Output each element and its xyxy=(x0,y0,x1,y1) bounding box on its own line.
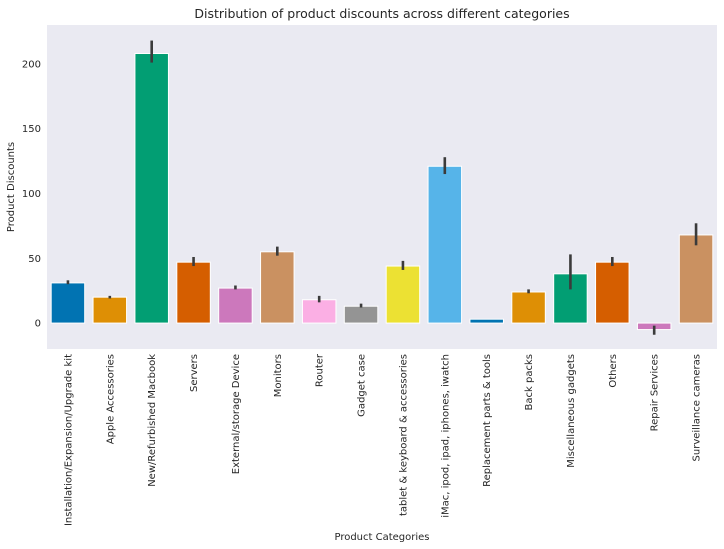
x-tick-label: iMac, ipod, ipad, iphones, iwatch xyxy=(440,354,451,518)
x-tick-label: tablet & keyboard & accessories xyxy=(398,354,409,516)
x-tick-label: Router xyxy=(315,353,326,387)
y-tick-label: 200 xyxy=(22,59,41,70)
bar xyxy=(427,165,463,324)
y-tick-label: 100 xyxy=(22,189,41,200)
y-axis-ticks: 0 50 100 150 200 xyxy=(22,59,41,329)
x-tick-label: Installation/Expansion/Upgrade kit xyxy=(63,354,74,526)
bar xyxy=(595,261,630,324)
bar xyxy=(260,251,295,324)
x-tick-label: Servers xyxy=(189,354,200,392)
y-tick-label: 150 xyxy=(22,124,41,135)
bar xyxy=(301,299,337,324)
bar xyxy=(50,282,86,324)
bar xyxy=(385,265,421,324)
x-tick-label: New/Refurbished Macbook xyxy=(147,354,158,487)
y-tick-label: 50 xyxy=(28,254,41,265)
x-tick-label: Others xyxy=(608,354,619,388)
y-tick-label: 0 xyxy=(35,319,41,330)
x-tick-label: Surveillance cameras xyxy=(692,354,703,461)
chart-title: Distribution of product discounts across… xyxy=(194,6,569,21)
bar xyxy=(469,318,504,324)
bar xyxy=(134,53,169,324)
x-tick-label: External/storage Device xyxy=(231,354,242,474)
x-axis-label: Product Categories xyxy=(334,532,429,543)
bar xyxy=(678,234,714,324)
x-tick-label: Monitors xyxy=(273,354,284,397)
bar xyxy=(92,296,128,324)
bar xyxy=(218,287,253,324)
bars xyxy=(50,53,714,331)
x-tick-label: Gadget case xyxy=(357,354,368,417)
bar xyxy=(343,305,379,324)
x-tick-label: Apple Accessories xyxy=(105,354,116,444)
y-axis-label: Product Discounts xyxy=(6,142,17,232)
x-tick-label: Back packs xyxy=(524,354,535,410)
x-tick-label: Miscellaneous gadgets xyxy=(566,354,577,468)
bar xyxy=(511,291,546,324)
x-tick-label: Repair Services xyxy=(650,354,661,431)
x-axis-ticks: Installation/Expansion/Upgrade kit Apple … xyxy=(63,353,702,526)
x-tick-label: Replacement parts & tools xyxy=(482,354,493,487)
error-bars xyxy=(66,40,698,335)
bar xyxy=(176,261,211,324)
